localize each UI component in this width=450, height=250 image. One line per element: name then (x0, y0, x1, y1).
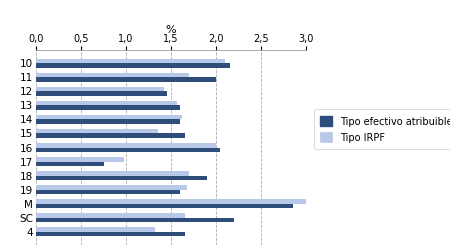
X-axis label: %: % (166, 25, 176, 35)
Bar (36, 143, 216, 148)
Bar (36, 176, 207, 180)
Bar (36, 204, 292, 208)
Bar (36, 185, 187, 190)
Bar (36, 87, 164, 92)
Bar (36, 63, 230, 68)
Legend: Tipo efectivo atribuible, Tipo IRPF: Tipo efectivo atribuible, Tipo IRPF (314, 110, 450, 150)
Bar (36, 232, 184, 236)
Bar (36, 73, 189, 78)
Bar (36, 106, 180, 110)
Bar (36, 129, 158, 134)
Bar (36, 78, 216, 82)
Bar (36, 227, 155, 232)
Bar (36, 218, 234, 222)
Bar (36, 115, 182, 119)
Bar (36, 148, 220, 152)
Bar (36, 157, 124, 162)
Bar (36, 120, 180, 124)
Bar (36, 190, 180, 194)
Bar (36, 199, 312, 203)
Bar (36, 134, 184, 138)
Bar (36, 101, 177, 105)
Bar (36, 171, 189, 175)
Title: Tributación de actividades económicas: Tributación de actividades económicas (35, 0, 307, 3)
Bar (36, 92, 166, 96)
Bar (36, 162, 104, 166)
Bar (36, 59, 225, 63)
Bar (36, 213, 184, 218)
